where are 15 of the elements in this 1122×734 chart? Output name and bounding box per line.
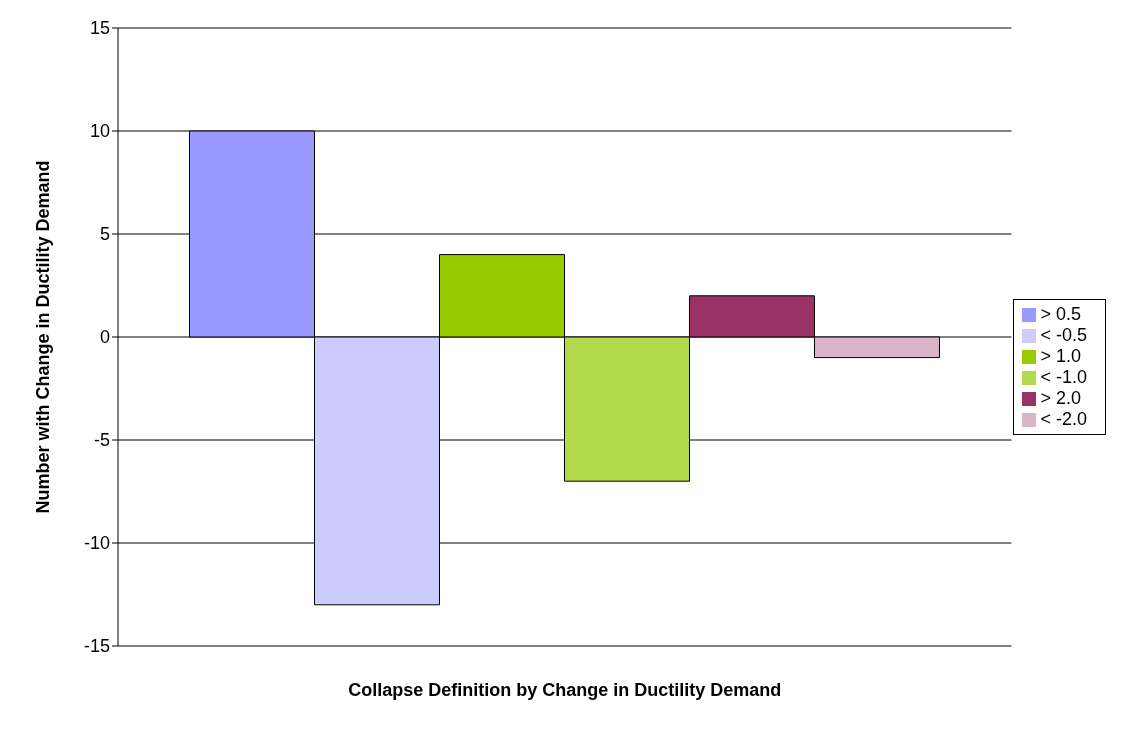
legend-label: > 0.5 xyxy=(1040,304,1082,324)
y-tick-label: -10 xyxy=(83,533,110,554)
legend-label: < -1.0 xyxy=(1040,367,1087,387)
y-tick-label: -15 xyxy=(83,636,110,657)
y-tick-label: 10 xyxy=(89,121,110,142)
x-axis-title: Collapse Definition by Change in Ductility Demand xyxy=(348,680,782,700)
legend-label: < -2.0 xyxy=(1040,409,1087,429)
y-tick-label: 15 xyxy=(89,18,110,39)
y-tick-label: -5 xyxy=(93,430,110,451)
y-tick-label: 0 xyxy=(99,327,110,348)
legend-label: < -0.5 xyxy=(1040,325,1087,345)
legend-label: > 2.0 xyxy=(1040,388,1082,408)
y-axis-title: Number with Change in Ductility Demand xyxy=(33,160,54,514)
legend-label: > 1.0 xyxy=(1040,346,1082,366)
y-tick-label: 5 xyxy=(99,224,110,245)
